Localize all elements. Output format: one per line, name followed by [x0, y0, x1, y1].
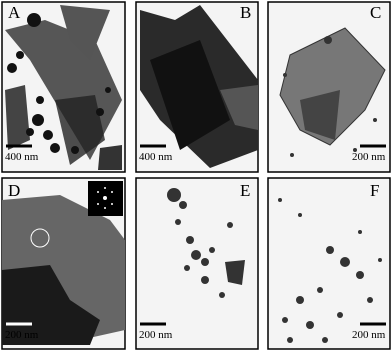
scale-label: 200 nm: [352, 151, 386, 163]
flake: [220, 85, 258, 130]
panel-b: B 400 nm: [135, 1, 259, 173]
panel-f: F 200 nm: [267, 177, 391, 350]
flake: [150, 40, 230, 150]
particles: [167, 188, 245, 298]
flake: [5, 85, 30, 150]
panel-a: A 400 nm: [1, 1, 126, 173]
panel-label: C: [370, 3, 381, 22]
panel-label: A: [8, 3, 21, 22]
scale-label: 200 nm: [352, 329, 386, 341]
scale-label: 200 nm: [139, 329, 173, 341]
panel-e: E 200 nm: [135, 177, 259, 350]
panel-d: D 200 nm: [1, 177, 126, 350]
panel-frame: [267, 177, 391, 350]
flake: [55, 95, 105, 165]
scale-label: 400 nm: [139, 151, 173, 163]
scale-label: 200 nm: [5, 329, 39, 341]
particle: [30, 228, 50, 248]
panel-label: B: [240, 3, 251, 22]
diffraction-spots: [97, 187, 113, 209]
panel-label: F: [370, 181, 379, 200]
flake: [60, 5, 110, 60]
flake: [300, 90, 340, 140]
scale-label: 400 nm: [5, 151, 39, 163]
panel-label: E: [240, 181, 250, 200]
particles: [283, 36, 377, 157]
particles: [278, 198, 382, 343]
particles: [7, 13, 111, 154]
panel-c: C 200 nm: [267, 1, 391, 173]
panel-label: D: [8, 181, 20, 200]
flake: [98, 145, 122, 170]
